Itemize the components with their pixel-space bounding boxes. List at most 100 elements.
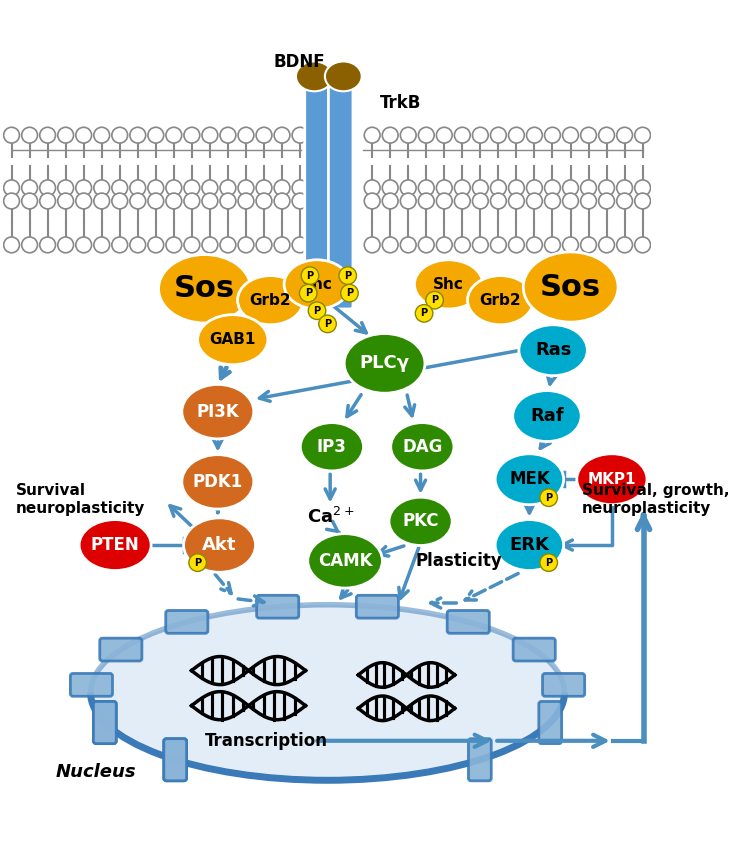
- Circle shape: [302, 267, 319, 285]
- Circle shape: [202, 193, 218, 209]
- Circle shape: [292, 237, 308, 252]
- Circle shape: [616, 193, 633, 209]
- Circle shape: [40, 180, 55, 196]
- Text: Transcription: Transcription: [205, 732, 327, 750]
- Text: P: P: [545, 557, 552, 567]
- Circle shape: [364, 127, 380, 143]
- Text: Grb2: Grb2: [250, 293, 291, 307]
- Text: GAB1: GAB1: [210, 332, 256, 347]
- Circle shape: [148, 193, 164, 209]
- Ellipse shape: [391, 423, 454, 471]
- Ellipse shape: [325, 62, 362, 91]
- Ellipse shape: [159, 255, 251, 323]
- Circle shape: [220, 237, 236, 252]
- FancyBboxPatch shape: [93, 701, 116, 744]
- Circle shape: [220, 180, 236, 196]
- Text: Raf: Raf: [530, 407, 564, 425]
- Circle shape: [76, 127, 92, 143]
- Circle shape: [148, 237, 164, 252]
- Circle shape: [94, 127, 109, 143]
- Circle shape: [58, 237, 74, 252]
- Circle shape: [148, 127, 164, 143]
- Ellipse shape: [495, 454, 564, 505]
- Text: Ras: Ras: [535, 341, 571, 359]
- Text: P: P: [304, 288, 312, 298]
- Circle shape: [58, 127, 74, 143]
- Circle shape: [508, 193, 524, 209]
- Circle shape: [454, 193, 470, 209]
- FancyBboxPatch shape: [70, 673, 112, 696]
- Circle shape: [382, 237, 398, 252]
- Text: P: P: [307, 270, 313, 280]
- FancyBboxPatch shape: [164, 739, 187, 781]
- Text: PTEN: PTEN: [91, 536, 140, 554]
- Circle shape: [189, 554, 206, 572]
- Circle shape: [491, 127, 506, 143]
- Circle shape: [418, 237, 434, 252]
- Circle shape: [437, 193, 452, 209]
- Circle shape: [166, 127, 182, 143]
- Circle shape: [418, 193, 434, 209]
- Circle shape: [599, 127, 614, 143]
- Text: P: P: [344, 270, 351, 280]
- Circle shape: [418, 180, 434, 196]
- Text: P: P: [545, 493, 552, 502]
- Circle shape: [401, 237, 416, 252]
- Circle shape: [94, 193, 109, 209]
- Text: BDNF: BDNF: [273, 53, 325, 71]
- Circle shape: [527, 180, 542, 196]
- Circle shape: [94, 180, 109, 196]
- Circle shape: [562, 180, 579, 196]
- Text: Akt: Akt: [202, 536, 236, 554]
- Circle shape: [256, 237, 272, 252]
- Text: TrkB: TrkB: [380, 94, 421, 112]
- Circle shape: [238, 237, 254, 252]
- Circle shape: [545, 193, 560, 209]
- Circle shape: [4, 237, 19, 252]
- Ellipse shape: [300, 423, 364, 471]
- Circle shape: [166, 180, 182, 196]
- Text: PI3K: PI3K: [197, 402, 239, 421]
- Circle shape: [540, 554, 557, 572]
- Circle shape: [184, 237, 200, 252]
- Circle shape: [454, 127, 470, 143]
- Circle shape: [635, 193, 650, 209]
- Circle shape: [508, 127, 524, 143]
- Ellipse shape: [284, 260, 350, 309]
- Circle shape: [4, 193, 19, 209]
- Ellipse shape: [344, 334, 425, 393]
- Circle shape: [130, 180, 146, 196]
- Circle shape: [40, 193, 55, 209]
- Text: P: P: [431, 296, 438, 305]
- Circle shape: [635, 180, 650, 196]
- Circle shape: [112, 180, 128, 196]
- Circle shape: [616, 237, 633, 252]
- Ellipse shape: [513, 390, 581, 441]
- Circle shape: [364, 193, 380, 209]
- Circle shape: [308, 302, 326, 319]
- Circle shape: [112, 237, 128, 252]
- Circle shape: [382, 193, 398, 209]
- Circle shape: [491, 193, 506, 209]
- Circle shape: [364, 180, 380, 196]
- Circle shape: [527, 127, 542, 143]
- Ellipse shape: [197, 315, 268, 365]
- FancyBboxPatch shape: [356, 595, 398, 618]
- Circle shape: [616, 180, 633, 196]
- Text: P: P: [324, 318, 331, 329]
- FancyBboxPatch shape: [166, 611, 208, 634]
- Circle shape: [454, 180, 470, 196]
- Text: MEK: MEK: [509, 470, 550, 488]
- Text: Grb2: Grb2: [480, 293, 521, 307]
- Circle shape: [599, 180, 614, 196]
- Ellipse shape: [91, 605, 565, 780]
- Text: Nucleus: Nucleus: [55, 762, 136, 780]
- Circle shape: [508, 237, 524, 252]
- Text: Sos: Sos: [540, 273, 602, 302]
- Circle shape: [581, 193, 596, 209]
- Ellipse shape: [296, 62, 333, 91]
- Circle shape: [341, 285, 358, 302]
- FancyBboxPatch shape: [93, 701, 116, 744]
- Circle shape: [292, 127, 308, 143]
- Ellipse shape: [577, 454, 647, 505]
